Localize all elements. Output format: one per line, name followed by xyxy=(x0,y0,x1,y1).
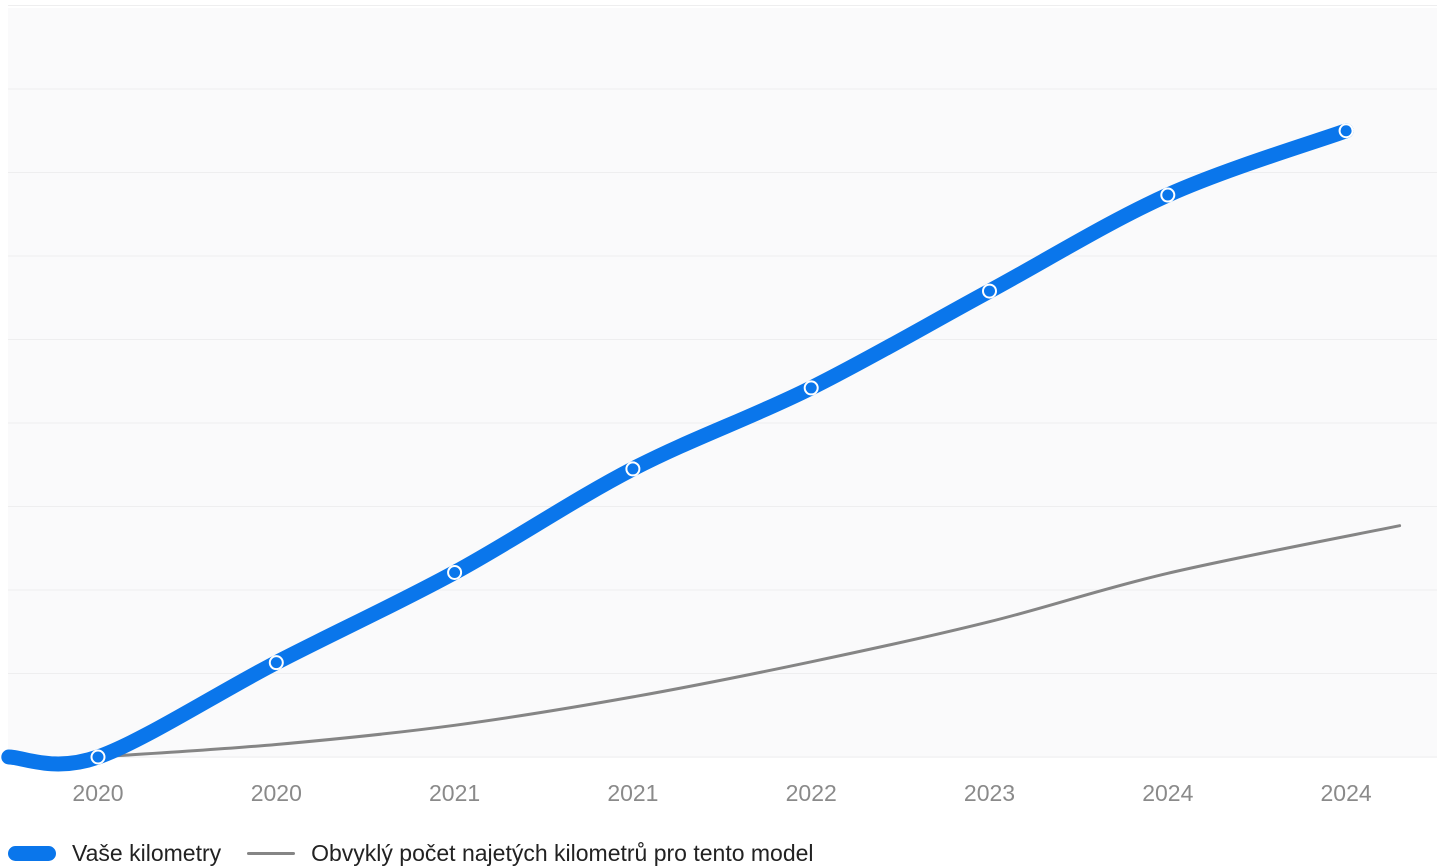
x-tick-label: 2024 xyxy=(1321,780,1372,806)
x-axis-ticks: 2020 2020 2021 2021 2022 2023 2024 2024 xyxy=(72,780,1371,806)
legend-item-your-mileage[interactable]: Vaše kilometry xyxy=(8,840,221,867)
series-layer xyxy=(1,123,1402,772)
data-point-marker[interactable] xyxy=(982,283,997,299)
legend-label-typical-mileage: Obvyklý počet najetých kilometrů pro ten… xyxy=(311,839,814,866)
legend-item-typical-mileage[interactable]: Obvyklý počet najetých kilometrů pro ten… xyxy=(247,839,814,867)
data-point-marker[interactable] xyxy=(1338,123,1354,139)
data-point-marker[interactable] xyxy=(1160,187,1176,203)
x-tick-label: 2020 xyxy=(251,780,302,806)
plot-area xyxy=(8,8,1437,758)
x-tick-label: 2021 xyxy=(429,780,480,806)
legend-swatch-typical-mileage xyxy=(247,851,296,855)
x-tick-label: 2020 xyxy=(72,780,123,806)
data-point-marker[interactable] xyxy=(447,564,463,580)
data-point-marker[interactable] xyxy=(268,655,284,671)
x-tick-label: 2023 xyxy=(964,780,1015,806)
marker-layer xyxy=(90,123,1354,765)
data-point-marker[interactable] xyxy=(90,749,106,765)
x-tick-label: 2021 xyxy=(607,780,658,806)
legend-label-your-mileage: Vaše kilometry xyxy=(72,839,222,866)
series-line-your-mileage xyxy=(1,123,1354,772)
data-point-marker[interactable] xyxy=(803,380,819,396)
chart-canvas: 2020 2020 2021 2021 2022 2023 2024 2024 xyxy=(1,5,1437,806)
legend: Vaše kilometry Obvyklý počet najetých ki… xyxy=(8,838,814,868)
x-tick-label: 2024 xyxy=(1142,780,1193,806)
legend-swatch-your-mileage xyxy=(8,845,56,861)
x-tick-label: 2022 xyxy=(786,780,837,806)
series-line-typical-mileage xyxy=(96,524,1402,759)
data-point-marker[interactable] xyxy=(625,461,641,477)
